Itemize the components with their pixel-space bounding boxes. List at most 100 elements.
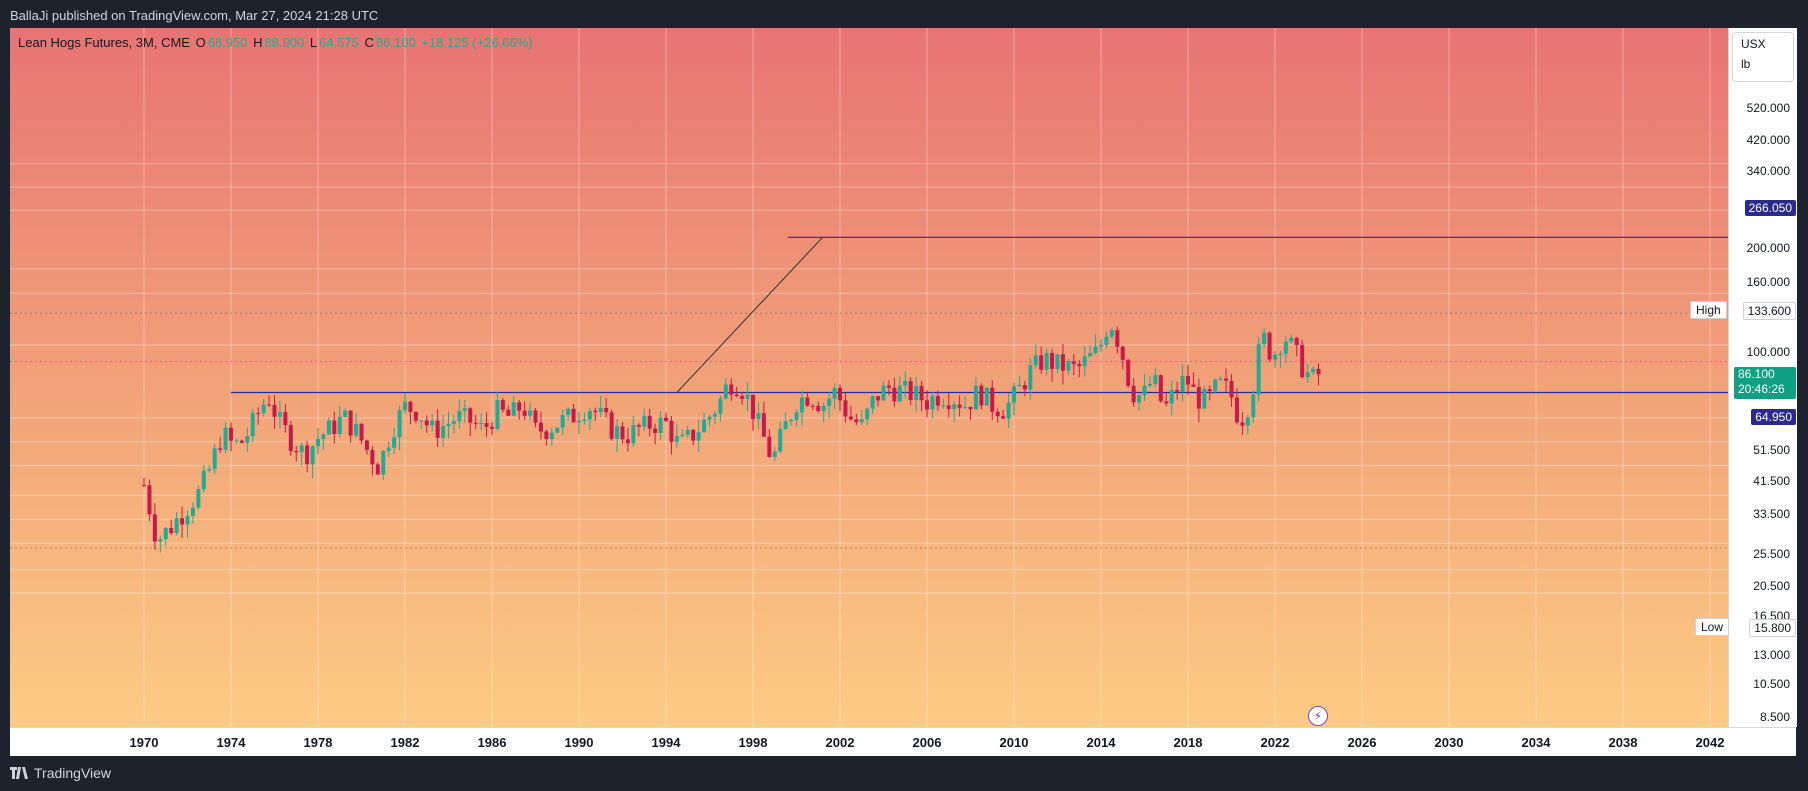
open-value: 68.950 bbox=[208, 35, 248, 50]
candle-body bbox=[854, 419, 858, 422]
candle-body bbox=[963, 407, 967, 408]
price-tick: 20.500 bbox=[1753, 579, 1790, 593]
candle-body bbox=[1050, 353, 1054, 369]
candle-body bbox=[332, 421, 336, 434]
candle-body bbox=[463, 408, 467, 411]
candle-body bbox=[593, 411, 597, 412]
candle-body bbox=[544, 431, 548, 439]
candle-body bbox=[702, 420, 706, 432]
candle-body bbox=[990, 388, 994, 412]
support-price-tag[interactable]: 64.950 bbox=[1751, 409, 1796, 425]
candle-body bbox=[789, 420, 793, 422]
candle-body bbox=[283, 412, 287, 425]
last-price: 86.100 bbox=[1738, 367, 1792, 382]
candle-body bbox=[952, 404, 956, 409]
candle-body bbox=[697, 432, 701, 440]
candle-body bbox=[300, 445, 304, 452]
candle-body bbox=[1126, 360, 1130, 386]
symbol-name[interactable]: Lean Hogs Futures, 3M, CME bbox=[18, 35, 190, 50]
candle-body bbox=[1251, 395, 1255, 418]
candle-body bbox=[186, 516, 190, 524]
candle-body bbox=[691, 430, 695, 441]
bar-countdown: 20:46:26 bbox=[1738, 382, 1792, 397]
time-tick: 1986 bbox=[478, 735, 507, 750]
candle-body bbox=[1213, 380, 1217, 391]
candle-body bbox=[572, 409, 576, 423]
candle-body bbox=[534, 410, 538, 422]
candle-body bbox=[892, 388, 896, 402]
candle-body bbox=[805, 397, 809, 405]
candle-body bbox=[1262, 333, 1266, 344]
time-tick: 2014 bbox=[1087, 735, 1116, 750]
candle-body bbox=[495, 400, 499, 429]
time-tick: 2038 bbox=[1609, 735, 1638, 750]
candle-body bbox=[1224, 379, 1228, 381]
candle-body bbox=[278, 412, 282, 417]
candle-body bbox=[338, 417, 342, 434]
price-chart[interactable] bbox=[10, 28, 1728, 727]
candle-body bbox=[729, 384, 733, 394]
candle-body bbox=[653, 429, 657, 433]
last-price-tag[interactable]: 86.100 20:46:26 bbox=[1734, 367, 1796, 399]
resistance-price-tag[interactable]: 266.050 bbox=[1745, 200, 1796, 216]
price-tick: 100.000 bbox=[1747, 345, 1790, 359]
low-price-tag: 15.800 bbox=[1749, 619, 1796, 637]
candle-body bbox=[1181, 376, 1185, 392]
time-tick: 1974 bbox=[217, 735, 246, 750]
candle-body bbox=[218, 448, 222, 449]
high-label: H bbox=[253, 35, 262, 50]
candle-body bbox=[974, 386, 978, 410]
candle-body bbox=[550, 433, 554, 439]
currency-unit[interactable]: USX bbox=[1733, 33, 1793, 53]
candle-body bbox=[207, 469, 211, 470]
candle-body bbox=[1159, 375, 1163, 401]
time-tick: 1990 bbox=[565, 735, 594, 750]
price-tick: 13.000 bbox=[1753, 648, 1790, 662]
time-tick: 2022 bbox=[1261, 735, 1290, 750]
chart-plot-area[interactable] bbox=[10, 28, 1728, 727]
candle-body bbox=[158, 539, 162, 541]
candle-body bbox=[811, 406, 815, 407]
candle-body bbox=[539, 423, 543, 432]
candle-body bbox=[1023, 385, 1027, 389]
lightning-icon[interactable]: ⚡ bbox=[1308, 706, 1328, 726]
candle-body bbox=[506, 410, 510, 416]
low-marker-label: Low bbox=[1695, 618, 1729, 636]
close-value: 86.100 bbox=[376, 35, 416, 50]
candle-body bbox=[311, 446, 315, 464]
candle-body bbox=[588, 411, 592, 420]
candle-body bbox=[512, 402, 516, 415]
candle-body bbox=[566, 409, 570, 415]
measure-unit[interactable]: lb bbox=[1733, 53, 1793, 73]
candle-body bbox=[1137, 395, 1141, 402]
candle-body bbox=[985, 388, 989, 406]
publisher-info: BallaJi published on TradingView.com, Ma… bbox=[10, 8, 378, 23]
time-tick: 2034 bbox=[1522, 735, 1551, 750]
candle-body bbox=[1295, 338, 1299, 345]
candle-body bbox=[376, 464, 380, 474]
candle-body bbox=[234, 441, 238, 442]
units-selector[interactable]: USX lb bbox=[1732, 32, 1794, 82]
candle-body bbox=[936, 396, 940, 406]
candle-body bbox=[327, 421, 331, 435]
candle-body bbox=[1153, 375, 1157, 384]
candle-body bbox=[1186, 376, 1190, 385]
candle-body bbox=[267, 405, 271, 406]
candle-body bbox=[245, 436, 249, 443]
candle-body bbox=[1208, 389, 1212, 391]
candle-body bbox=[349, 411, 353, 436]
candle-body bbox=[360, 424, 364, 441]
candle-body bbox=[642, 416, 646, 427]
candle-body bbox=[1056, 354, 1060, 369]
candle-body bbox=[1306, 372, 1310, 377]
price-tick: 160.000 bbox=[1747, 275, 1790, 289]
candle-body bbox=[615, 426, 619, 438]
time-tick: 2018 bbox=[1174, 735, 1203, 750]
price-tick: 25.500 bbox=[1753, 547, 1790, 561]
candle-body bbox=[740, 396, 744, 399]
candle-body bbox=[251, 413, 255, 436]
open-label: O bbox=[196, 35, 206, 50]
candle-body bbox=[795, 412, 799, 419]
candle-body bbox=[979, 386, 983, 406]
candle-body bbox=[425, 421, 429, 426]
